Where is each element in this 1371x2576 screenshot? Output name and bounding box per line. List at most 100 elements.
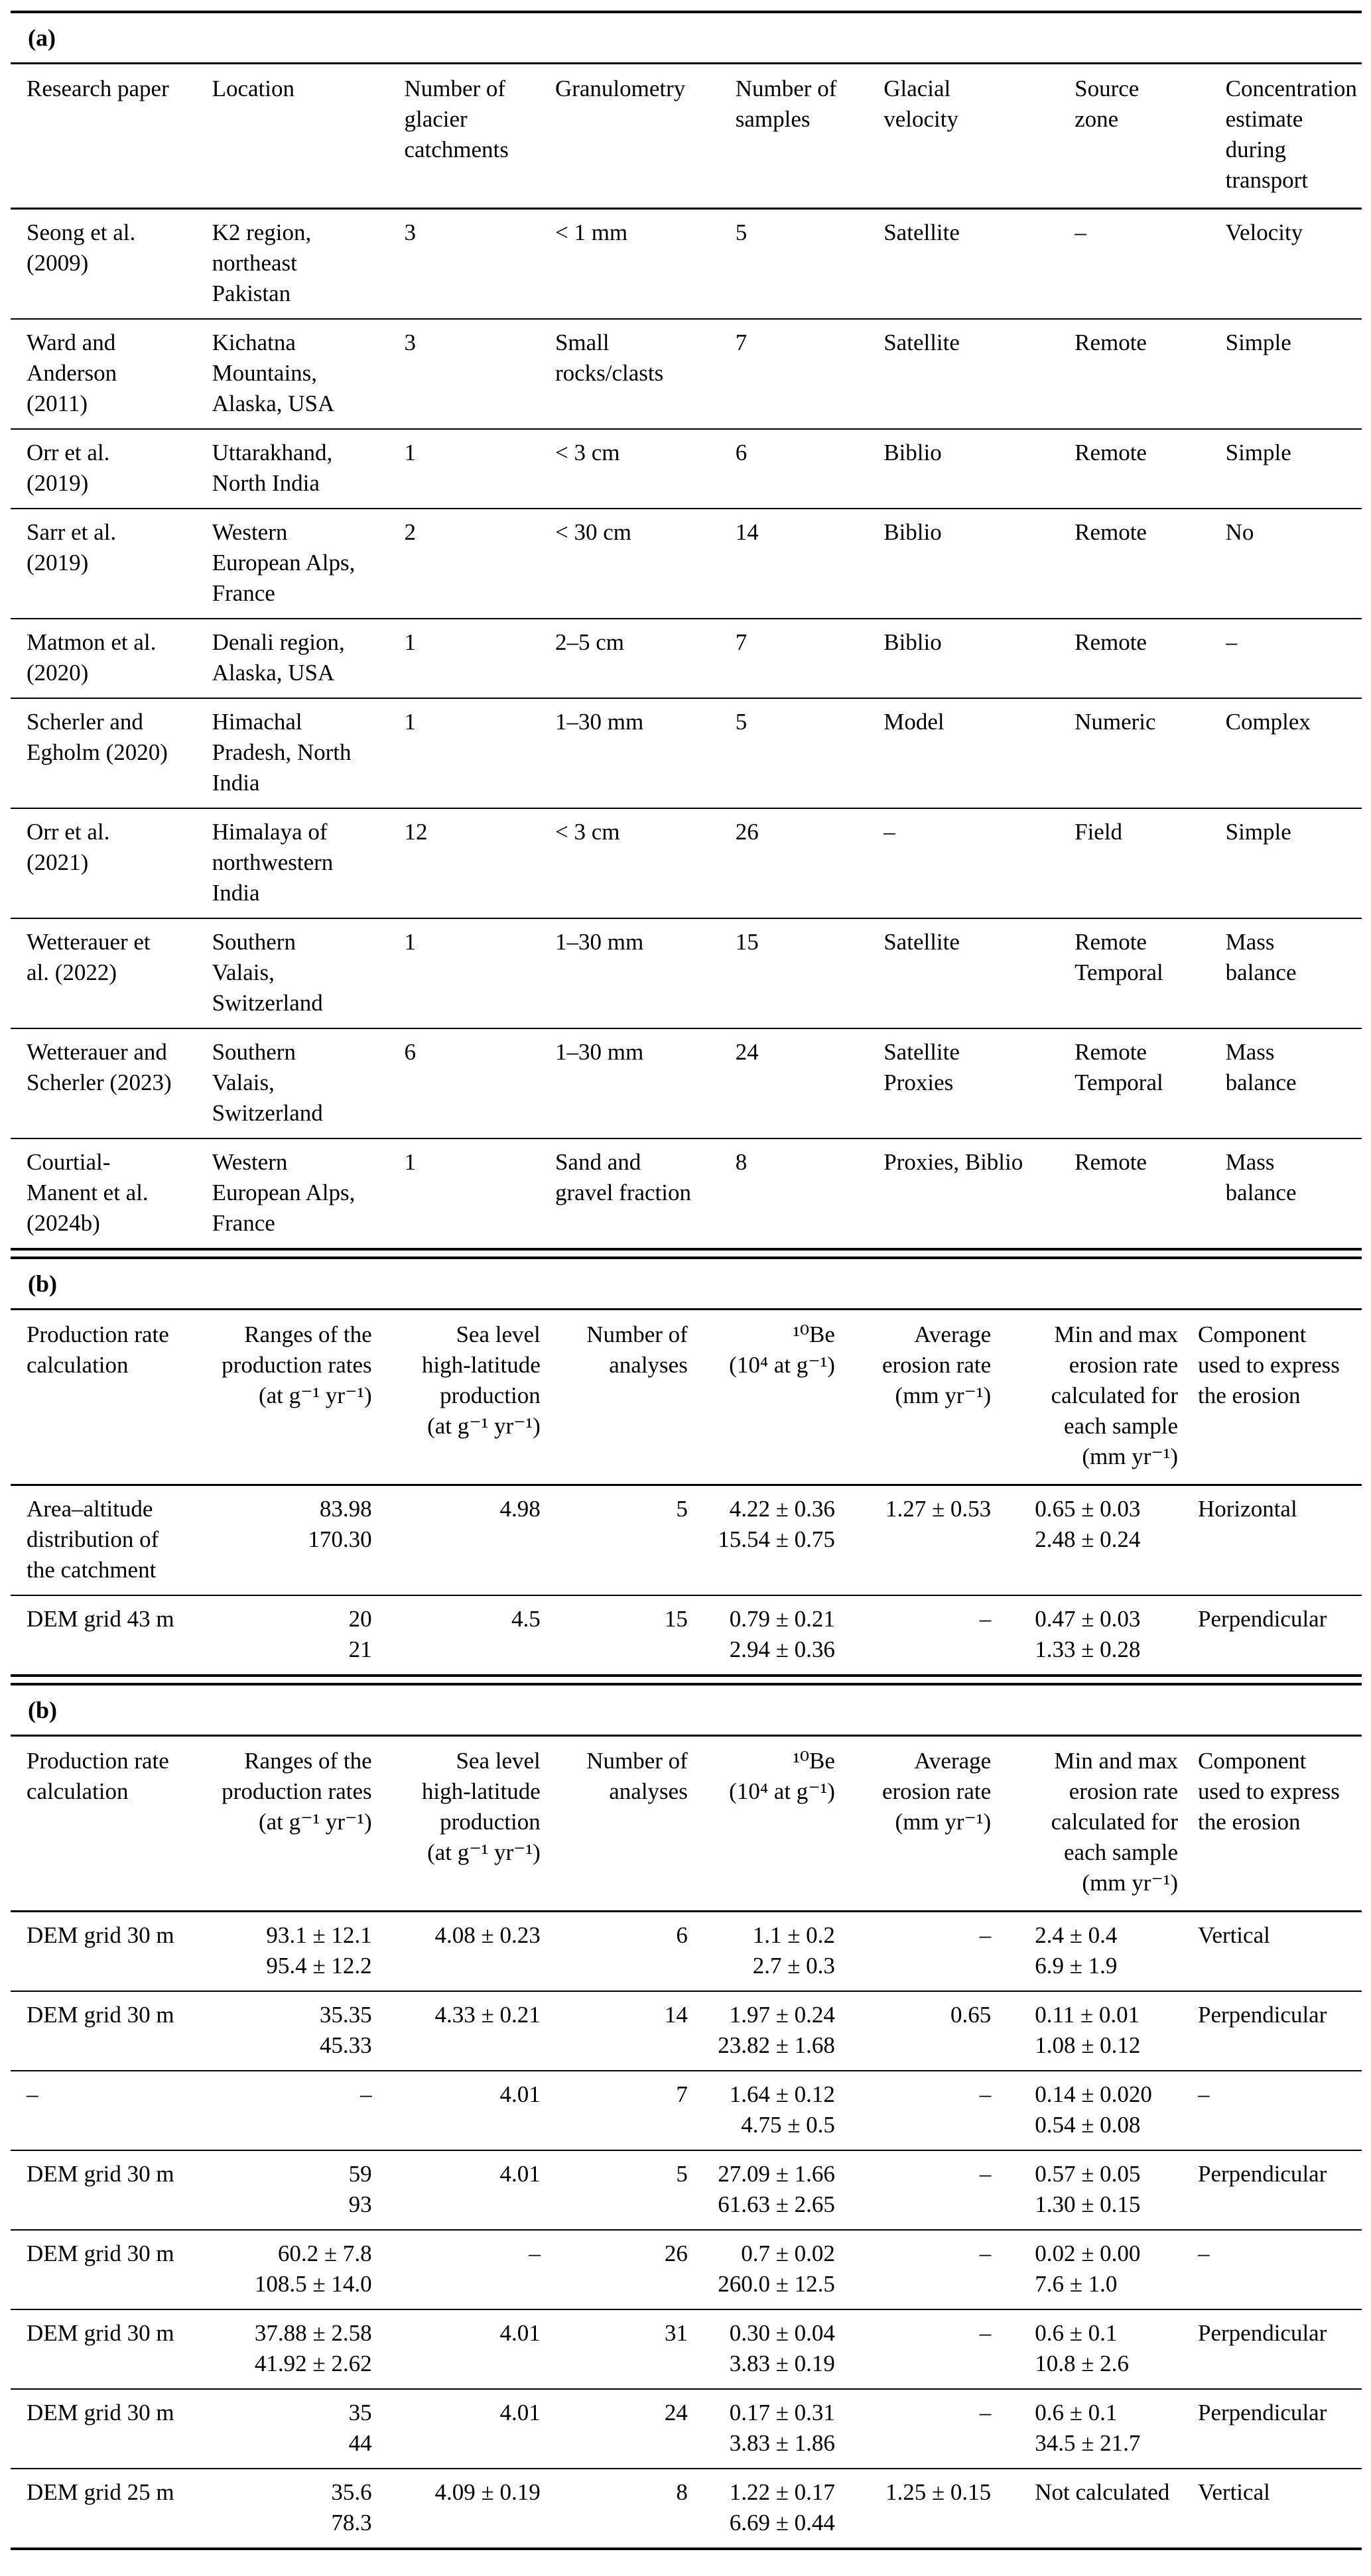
table-cell: 14 — [735, 508, 884, 619]
column-header: Source zone — [1075, 64, 1226, 210]
table-cell: 6 — [404, 1028, 555, 1138]
table-cell: DEM grid 43 m — [11, 1595, 206, 1674]
table-cell: 2.4 ± 0.4 6.9 ± 1.9 — [1035, 1922, 1118, 1979]
table-row: Area–altitude distribution of the catchm… — [11, 1485, 1362, 1596]
table-cell: 0.17 ± 0.31 3.83 ± 1.86 — [702, 2388, 850, 2469]
table-row: DEM grid 30 m 35.35 45.33 4.33 ± 0.21 14 1.9… — [11, 1991, 1362, 2071]
table-cell: 24 — [735, 1028, 884, 1138]
table-cell: 4.5 — [386, 1595, 555, 1674]
table-cell: Satellite — [883, 918, 1075, 1028]
table-cell: Mass balance — [1225, 918, 1362, 1028]
table-cell: 4.98 — [499, 1496, 541, 1522]
column-header: Average erosion rate (mm yr⁻¹) — [849, 1737, 1006, 1912]
table-row: DEM grid 43 m 20 21 4.5 15 0.79 ± 0.21 2.94 … — [11, 1595, 1362, 1674]
table-cell: Remote — [1075, 318, 1226, 429]
header-row: Research paper Location Number of glacier … — [11, 64, 1362, 210]
table-cell: 27.09 ± 1.66 61.63 ± 2.65 — [702, 2150, 850, 2230]
production-rate-table-2: Production rate calculation Ranges of the… — [11, 1737, 1362, 2547]
table-cell: 35.35 45.33 — [205, 1991, 387, 2071]
table-cell: 35 44 — [205, 2388, 387, 2469]
table-cell: Vertical — [1198, 1922, 1270, 1948]
table-cell: Courtial- Manent et al. (2024b) — [11, 1138, 212, 1248]
table-cell: 2–5 cm — [555, 618, 736, 698]
table-cell: Perpendicular — [1198, 1991, 1362, 2071]
table-row: Orr et al. (2019) Uttarakhand, North Indi… — [11, 428, 1362, 509]
table-cell: 1–30 mm — [555, 698, 736, 808]
header-row: Production rate calculation Ranges of the… — [11, 1737, 1362, 1912]
table-cell: 0.7 ± 0.02 260.0 ± 12.5 — [702, 2229, 850, 2309]
table-cell: Himachal Pradesh, North India — [212, 698, 405, 808]
panel-b2-section: (b) Production rate calculation Ranges of… — [11, 1683, 1362, 2550]
table-cell: 83.98 170.30 — [308, 1496, 372, 1552]
table-cell: – — [849, 2229, 1006, 2309]
table-cell: DEM grid 30 m — [11, 2229, 206, 2309]
table-cell: Orr et al. (2019) — [11, 428, 212, 509]
table-cell: K2 region, northeast Pakistan — [212, 219, 312, 306]
column-header: Production rate calculation — [11, 1737, 206, 1912]
table-cell: Biblio — [883, 508, 1075, 619]
table-cell: Remote — [1075, 618, 1226, 698]
table-cell: – — [849, 2388, 1006, 2469]
table-cell: 7 — [735, 618, 884, 698]
column-header: Number of analyses — [555, 1310, 702, 1486]
column-header: Sea level high-latitude production (at g… — [386, 1737, 555, 1912]
table-cell: 0.57 ± 0.05 1.30 ± 0.15 — [1006, 2150, 1198, 2230]
table-cell: Western European Alps, France — [212, 508, 405, 619]
table-cell: 1 — [404, 1138, 555, 1248]
table-cell: < 3 cm — [555, 808, 736, 918]
table-cell: – — [849, 1595, 1006, 1674]
column-header: Number of samples — [735, 64, 884, 210]
table-cell: 31 — [555, 2309, 702, 2389]
table-cell: 5 — [555, 2150, 702, 2230]
table-cell: 1.97 ± 0.24 23.82 ± 1.68 — [702, 1991, 850, 2071]
table-cell: 1.27 ± 0.53 — [885, 1496, 992, 1522]
table-cell: 1 — [404, 918, 555, 1028]
table-cell: 4.22 ± 0.36 15.54 ± 0.75 — [718, 1496, 835, 1552]
table-cell: Uttarakhand, North India — [212, 428, 405, 509]
table-cell: 4.01 — [386, 2070, 555, 2150]
table-cell: 1 — [404, 698, 555, 808]
production-rate-table-1: Production rate calculation Ranges of the… — [11, 1310, 1362, 1674]
table-row: Orr et al. (2021) Himalaya of northwester… — [11, 808, 1362, 918]
table-row: Ward and Anderson (2011) Kichatna Mountai… — [11, 318, 1362, 429]
table-cell: Sand and gravel fraction — [555, 1138, 736, 1248]
table-cell: 0.6 ± 0.1 10.8 ± 2.6 — [1006, 2309, 1198, 2389]
table-row: DEM grid 30 m 37.88 ± 2.58 41.92 ± 2.62 4.… — [11, 2309, 1362, 2389]
table-cell: Field — [1075, 808, 1226, 918]
column-header: Component used to express the erosion — [1198, 1310, 1362, 1486]
table-cell: DEM grid 30 m — [27, 1922, 174, 1948]
table-cell: 0.30 ± 0.04 3.83 ± 0.19 — [702, 2309, 850, 2389]
table-cell: 8 — [555, 2468, 702, 2547]
table-cell: 35.6 78.3 — [205, 2468, 387, 2547]
table-cell: Sarr et al. (2019) — [11, 508, 212, 619]
table-cell: Remote — [1075, 428, 1226, 509]
table-cell: Satellite — [883, 318, 1075, 429]
table-cell: 0.02 ± 0.00 7.6 ± 1.0 — [1006, 2229, 1198, 2309]
column-header: Research paper — [11, 64, 212, 210]
table-cell: – — [849, 2150, 1006, 2230]
table-cell: Area–altitude distribution of the catchm… — [27, 1496, 159, 1583]
table-cell: – — [849, 2309, 1006, 2389]
table-cell: 7 — [555, 2070, 702, 2150]
table-cell: 7 — [735, 318, 884, 429]
panel-b1-label: (b) — [11, 1259, 1362, 1310]
table-cell: 1.64 ± 0.12 4.75 ± 0.5 — [702, 2070, 850, 2150]
table-cell: 4.33 ± 0.21 — [386, 1991, 555, 2071]
table-cell: Remote Temporal — [1075, 918, 1226, 1028]
table-row: DEM grid 30 m 93.1 ± 12.1 95.4 ± 12.2 4.08… — [11, 1912, 1362, 1992]
table-row: DEM grid 30 m 59 93 4.01 5 27.09 ± 1.66 61.6… — [11, 2150, 1362, 2230]
research-papers-table: Research paper Location Number of glacier … — [11, 64, 1362, 1248]
table-cell: 5 — [735, 698, 884, 808]
table-cell: DEM grid 30 m — [11, 1991, 206, 2071]
table-cell: Satellite Proxies — [883, 1028, 1075, 1138]
table-cell: 1 — [404, 618, 555, 698]
table-cell: Perpendicular — [1198, 2388, 1362, 2469]
column-header: Min and max erosion rate calculated for … — [1006, 1737, 1198, 1912]
table-cell: 4.01 — [386, 2150, 555, 2230]
table-cell: Remote — [1075, 1138, 1226, 1248]
table-cell: 26 — [735, 808, 884, 918]
column-header: Component used to express the erosion — [1198, 1737, 1362, 1912]
table-row: – –4.01 7 1.64 ± 0.12 4.75 ± 0.5–0.14 ± 0.0… — [11, 2070, 1362, 2150]
table-cell: 59 93 — [205, 2150, 387, 2230]
